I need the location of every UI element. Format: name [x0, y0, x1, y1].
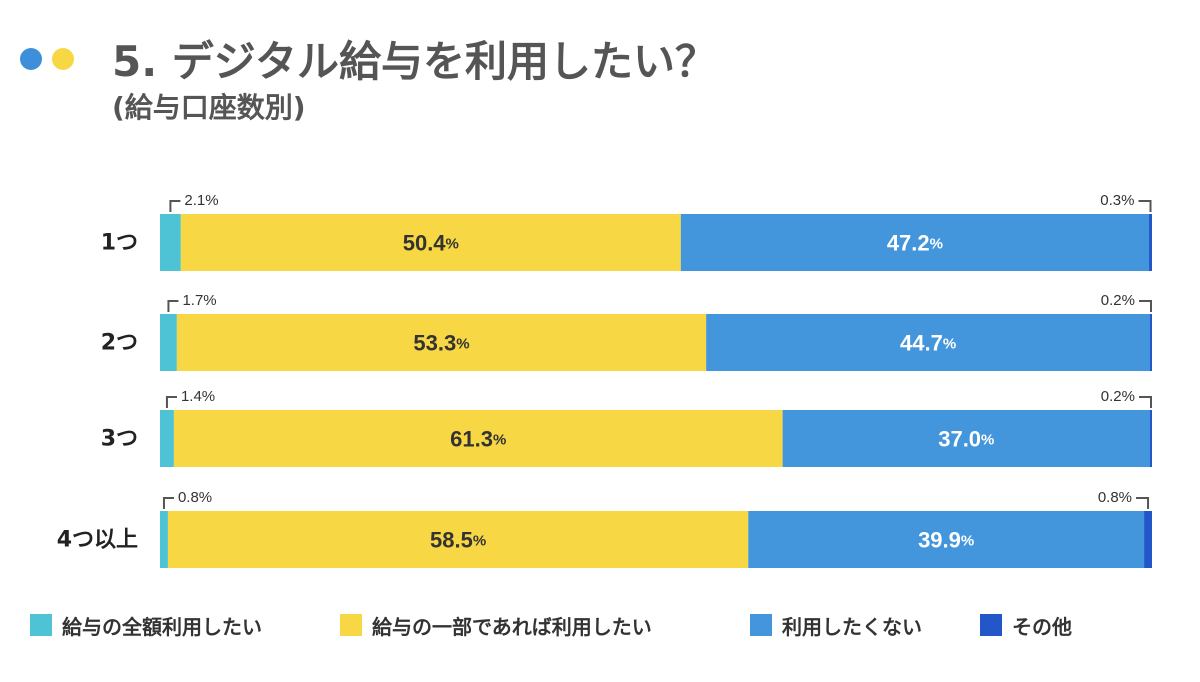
bar-segment [748, 511, 1145, 568]
chart-subtitle: (給与口座数別) [112, 91, 306, 124]
data-label: 44.7% [900, 330, 956, 355]
legend-item: その他 [980, 610, 1072, 640]
callout-line [165, 396, 177, 408]
callout-line [1136, 497, 1150, 509]
legend-label: 利用したくない [782, 614, 922, 639]
bar-segment [160, 314, 177, 371]
data-label: 1.4% [181, 388, 215, 405]
blue-dot-icon [20, 48, 42, 70]
bar-segment [1149, 214, 1152, 271]
callout-line [1138, 200, 1152, 212]
data-label: 0.2% [1101, 292, 1135, 309]
bar-segment [1150, 410, 1152, 467]
data-label: 2.1% [184, 192, 218, 209]
callout-line [1139, 300, 1152, 312]
legend-swatch [340, 614, 362, 636]
callout-line [167, 300, 179, 312]
data-label: 37.0% [938, 426, 994, 451]
data-label: 39.9% [918, 527, 974, 552]
chart-title: 5. デジタル給与を利用したい？ [112, 37, 717, 86]
chart-legend: 給与の全額利用したい 給与の一部であれば利用したい 利用したくない その他 [30, 610, 1190, 640]
category-label: 1つ [101, 231, 138, 256]
bar-segment [160, 214, 181, 271]
legend-swatch [980, 614, 1002, 636]
category-label: 2つ [101, 331, 138, 356]
stacked-bar-chart: 1つ 50.4% 47.2% 2.1% 0.3% 2つ 53.3% 44.7% 1.7% 0.2%… [57, 192, 1152, 568]
bar-segment [1150, 314, 1152, 371]
legend-item: 給与の全額利用したい [30, 610, 262, 640]
category-label: 4つ以上 [57, 528, 138, 553]
data-label: 58.5% [430, 527, 486, 552]
data-label: 0.8% [178, 489, 212, 506]
bar-segment [782, 410, 1151, 467]
bar-segment [680, 214, 1150, 271]
data-label: 50.4% [403, 230, 459, 255]
data-label: 1.7% [182, 292, 216, 309]
legend-label: 給与の全額利用したい [62, 614, 262, 639]
callout-line [162, 497, 174, 509]
bar-segment [180, 214, 681, 271]
bar-segment [1144, 511, 1152, 568]
callout-line [1139, 396, 1152, 408]
data-label: 61.3% [450, 426, 506, 451]
data-label: 0.2% [1101, 388, 1135, 405]
category-label: 3つ [101, 427, 138, 452]
bar-segment [706, 314, 1151, 371]
bar-segment [167, 511, 749, 568]
data-label: 47.2% [887, 230, 943, 255]
legend-label: その他 [1012, 614, 1072, 639]
bar-segment [176, 314, 707, 371]
bar-segment [160, 511, 168, 568]
data-label: 0.8% [1098, 489, 1132, 506]
decorative-dots [20, 44, 90, 74]
data-label: 53.3% [413, 330, 469, 355]
yellow-dot-icon [52, 48, 74, 70]
bar-segment [173, 410, 783, 467]
callout-line [169, 200, 181, 212]
legend-item: 利用したくない [750, 610, 922, 640]
legend-item: 給与の一部であれば利用したい [340, 610, 652, 640]
bar-segment [160, 410, 174, 467]
legend-swatch [750, 614, 772, 636]
data-label: 0.3% [1100, 192, 1134, 209]
legend-swatch [30, 614, 52, 636]
legend-label: 給与の一部であれば利用したい [372, 614, 652, 639]
